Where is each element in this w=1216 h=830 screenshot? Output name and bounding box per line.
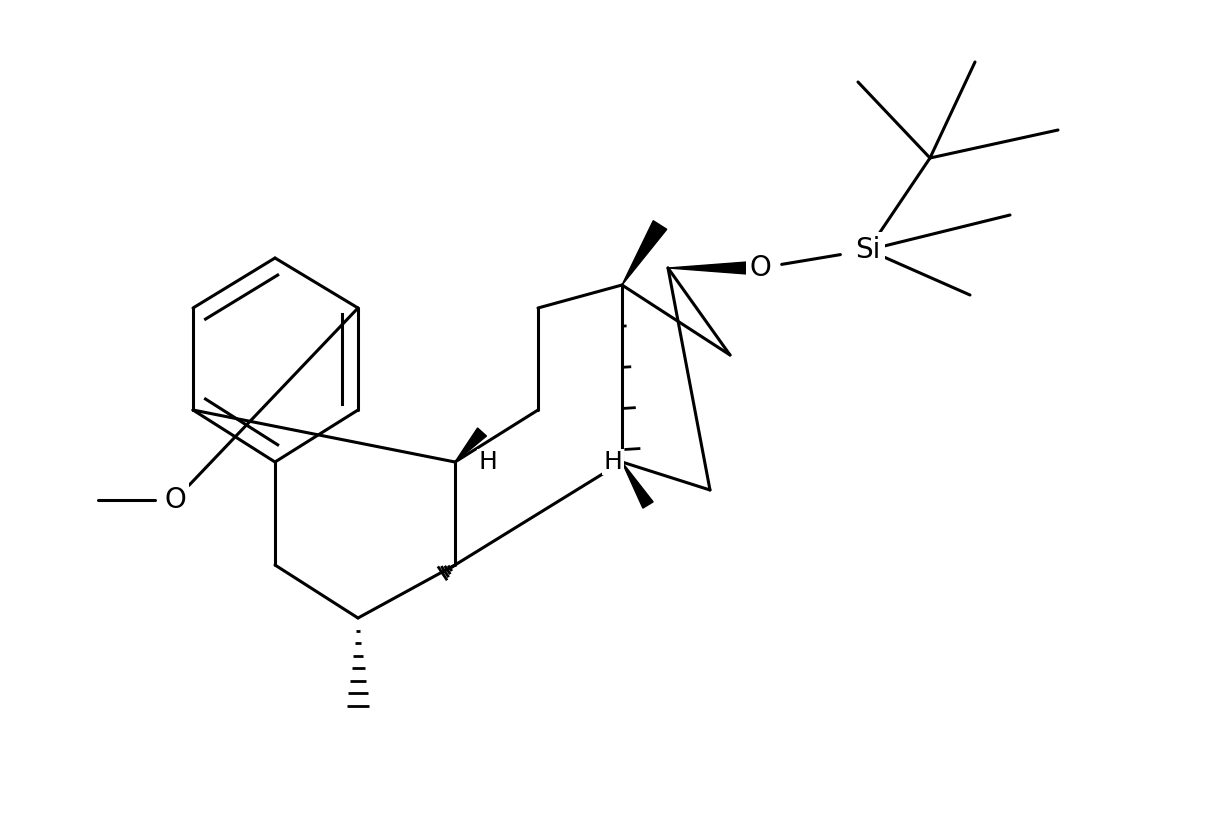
Polygon shape (623, 221, 666, 285)
Polygon shape (455, 428, 486, 462)
Polygon shape (668, 261, 760, 275)
Text: Si: Si (855, 236, 880, 264)
Text: H: H (603, 450, 623, 474)
Text: H: H (479, 450, 497, 474)
Polygon shape (623, 462, 653, 508)
Text: O: O (749, 254, 771, 282)
Text: O: O (164, 486, 186, 514)
